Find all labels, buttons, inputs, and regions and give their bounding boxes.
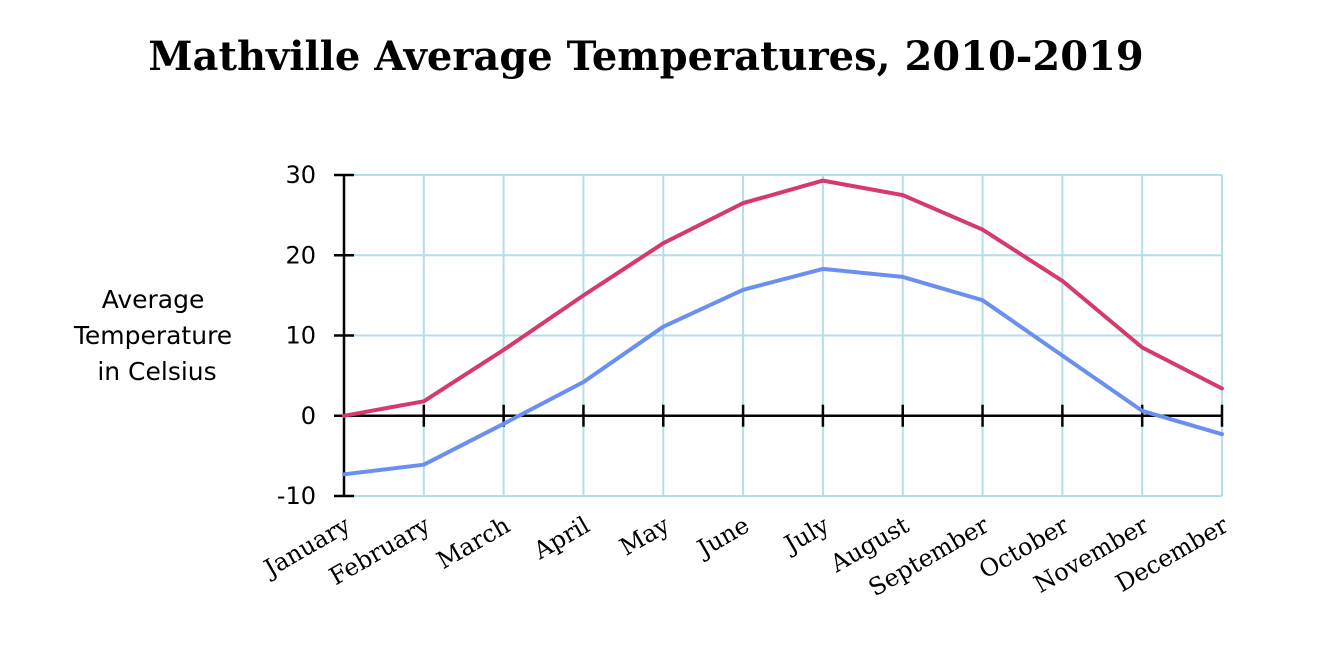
series-line-2 [342,266,1224,477]
y-axis-label-line-2: Temperature [73,321,232,350]
axes [334,173,1224,498]
x-tick-label: April [528,511,594,566]
y-axis-label-line-1: Average [102,285,205,314]
grid [344,174,1223,497]
x-tick-label: March [432,511,515,575]
x-tick-label: June [690,511,754,564]
y-axis-label: Average Temperature in Celsius [73,285,240,386]
y-tick-label: -10 [277,482,316,510]
series [342,178,1224,477]
y-tick-label: 10 [285,322,316,350]
y-tick-label: 30 [285,161,316,189]
series-line-1 [342,178,1224,418]
chart-title: Mathville Average Temperatures, 2010-201… [148,33,1143,80]
y-axis-label-line-3: in Celsius [97,357,216,386]
x-tick-label: May [615,511,675,562]
y-tick-labels: -10 0 10 20 30 [277,161,316,510]
x-tick-label: July [777,511,834,560]
y-tick-label: 0 [301,402,316,430]
y-tick-label: 20 [285,241,316,269]
